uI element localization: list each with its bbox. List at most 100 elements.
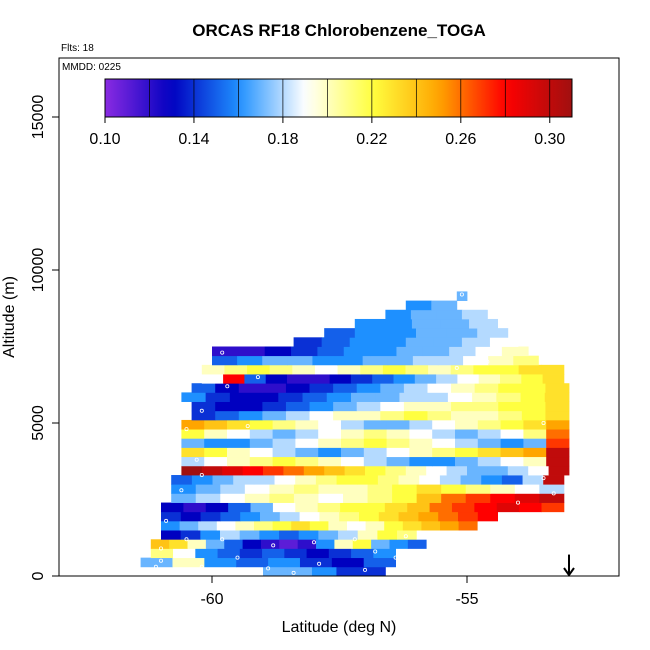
heatmap-cell	[427, 410, 452, 421]
heatmap-cell	[278, 392, 303, 402]
heatmap-cell	[458, 511, 479, 522]
heatmap-cell	[227, 456, 251, 467]
heatmap-cell	[279, 511, 300, 522]
heatmap-cell	[173, 548, 196, 559]
heatmap-cell	[171, 484, 197, 494]
heatmap-cell	[386, 447, 410, 458]
heatmap-cell	[423, 392, 449, 402]
heatmap-cell	[487, 465, 509, 476]
heatmap-cell	[396, 346, 424, 357]
heatmap-cell	[365, 520, 385, 531]
heatmap-cell	[451, 383, 476, 393]
sample-marker	[439, 540, 444, 545]
heatmap-cell	[318, 438, 342, 448]
heatmap-cell	[380, 401, 405, 412]
heatmap-cell	[244, 493, 270, 503]
sample-marker	[541, 476, 546, 481]
heatmap-cell	[264, 346, 292, 357]
heatmap-cell	[150, 539, 170, 549]
sample-marker	[317, 561, 322, 566]
heatmap-cell	[343, 346, 371, 357]
sample-marker	[199, 564, 204, 569]
heatmap-cell	[238, 410, 263, 421]
heatmap-cell	[545, 401, 570, 412]
heatmap-cell	[181, 447, 205, 458]
heatmap-cell	[285, 383, 310, 393]
heatmap-cell	[314, 364, 338, 375]
heatmap-cell	[477, 438, 501, 448]
heatmap-cell	[393, 374, 416, 384]
heatmap-cell	[201, 465, 223, 476]
heatmap-cell	[343, 484, 368, 494]
heatmap-cell	[341, 438, 365, 448]
heatmap-cell	[427, 401, 452, 412]
heatmap-cell	[398, 511, 419, 522]
y-tick-label: 15000	[30, 95, 47, 140]
heatmap-cell	[317, 346, 345, 357]
heatmap-cell	[416, 530, 437, 540]
heatmap-cell	[490, 493, 516, 503]
sample-marker	[158, 558, 163, 563]
sample-marker	[199, 472, 204, 477]
heatmap-cell	[204, 557, 237, 568]
sample-marker	[184, 427, 189, 432]
heatmap-cell	[309, 520, 329, 531]
sample-marker	[184, 537, 189, 542]
heatmap-cell	[474, 401, 499, 412]
heatmap-cell	[477, 328, 509, 338]
heatmap-cell	[195, 484, 221, 494]
heatmap-cell	[359, 511, 380, 522]
heatmap-cell	[227, 447, 251, 458]
sample-marker	[373, 549, 378, 554]
heatmap-cell	[409, 438, 433, 448]
heatmap-cell	[367, 493, 393, 503]
heatmap-cell	[375, 392, 400, 402]
heatmap-cell	[432, 456, 456, 467]
heatmap-cell	[272, 438, 296, 448]
sample-marker	[403, 534, 408, 539]
heatmap-cell	[195, 493, 221, 503]
heatmap-cell	[201, 364, 225, 375]
heatmap-cell	[227, 419, 251, 430]
heatmap-cell	[268, 557, 301, 568]
heatmap-cell	[357, 530, 378, 540]
colorbar-tick-label: 0.26	[445, 131, 476, 148]
heatmap-cell	[498, 410, 523, 421]
heatmap-cell	[477, 429, 501, 439]
heatmap-cell	[405, 364, 429, 375]
heatmap-cell	[402, 520, 422, 531]
heatmap-cell	[455, 429, 479, 439]
heatmap-cell	[233, 475, 255, 485]
heatmap-cell	[539, 493, 565, 503]
heatmap-cell	[169, 539, 188, 549]
heatmap-cell	[477, 419, 501, 430]
heatmap-cell	[262, 548, 285, 559]
heatmap-cell	[373, 548, 396, 559]
heatmap-cell	[409, 429, 433, 439]
heatmap-cell	[467, 465, 488, 476]
heatmap-cell	[431, 300, 458, 311]
heatmap-cell	[262, 401, 287, 412]
heatmap-cell	[427, 383, 452, 393]
heatmap-cell	[269, 364, 293, 375]
heatmap-cell	[350, 374, 373, 384]
heatmap-cell	[272, 429, 296, 439]
heatmap-cell	[490, 484, 516, 494]
heatmap-cell	[287, 355, 313, 366]
heatmap-cell	[326, 392, 352, 402]
heatmap-cell	[407, 502, 430, 513]
heatmap-cell	[363, 429, 387, 439]
heatmap-cell	[297, 539, 317, 549]
heatmap-cell	[386, 456, 410, 467]
plot-border	[58, 57, 620, 577]
heatmap-cell	[195, 548, 218, 559]
heatmap-cell	[321, 337, 351, 347]
heatmap-cell	[433, 337, 463, 347]
heatmap-cell	[546, 429, 570, 439]
heatmap-cell	[477, 511, 498, 522]
heatmap-cell	[409, 456, 433, 467]
heatmap-cell	[521, 401, 546, 412]
heatmap-cell	[337, 364, 361, 375]
heatmap-cell	[500, 374, 522, 384]
heatmap-cell	[386, 419, 410, 430]
